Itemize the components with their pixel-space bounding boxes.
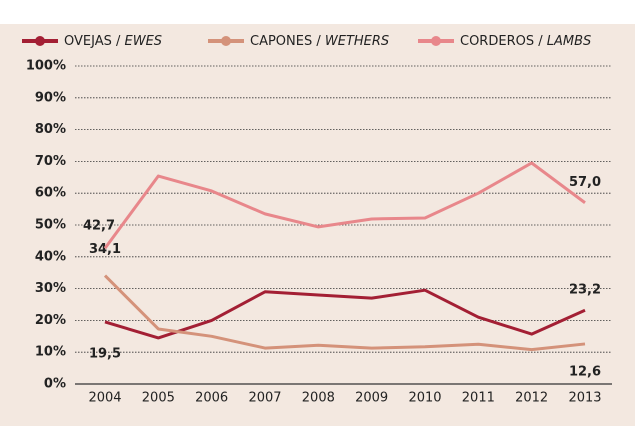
y-tick-label: 10%: [35, 345, 66, 360]
x-tick-label: 2004: [88, 391, 121, 406]
legend-label: OVEJAS / EWES: [64, 34, 162, 49]
y-tick-label: 90%: [35, 90, 66, 105]
legend-label: CORDEROS / LAMBS: [460, 34, 591, 49]
x-tick-label: 2012: [515, 391, 548, 406]
data-label: 42,7: [83, 219, 115, 234]
x-tick-label: 2010: [408, 391, 441, 406]
data-label: 57,0: [569, 175, 601, 190]
y-tick-label: 0%: [44, 377, 66, 392]
data-label: 34,1: [89, 242, 121, 257]
legend-swatch-dot: [35, 36, 45, 46]
data-label: 23,2: [569, 283, 601, 298]
line: [104, 288, 586, 340]
y-tick-label: 50%: [35, 218, 66, 233]
legend-swatch-dot: [221, 36, 231, 46]
x-tick-label: 2009: [355, 391, 388, 406]
legend-label: CAPONES / WETHERS: [250, 34, 389, 49]
line: [103, 274, 586, 352]
y-tick-label: 70%: [35, 154, 66, 169]
x-tick-label: 2008: [302, 391, 335, 406]
legend-swatch-dot: [431, 36, 441, 46]
y-tick-label: 40%: [35, 249, 66, 264]
y-tick-label: 60%: [35, 186, 66, 201]
y-tick-label: 30%: [35, 281, 66, 296]
y-tick-label: 20%: [35, 313, 66, 328]
data-label: 12,6: [569, 364, 601, 379]
x-tick-label: 2007: [248, 391, 281, 406]
x-tick-label: 2006: [195, 391, 228, 406]
x-tick-label: 2013: [568, 391, 601, 406]
line: [103, 161, 586, 250]
x-tick-label: 2011: [462, 391, 495, 406]
data-label: 19,5: [89, 346, 121, 361]
y-tick-label: 80%: [35, 122, 66, 137]
y-tick-label: 100%: [26, 59, 66, 74]
x-tick-label: 2005: [142, 391, 175, 406]
